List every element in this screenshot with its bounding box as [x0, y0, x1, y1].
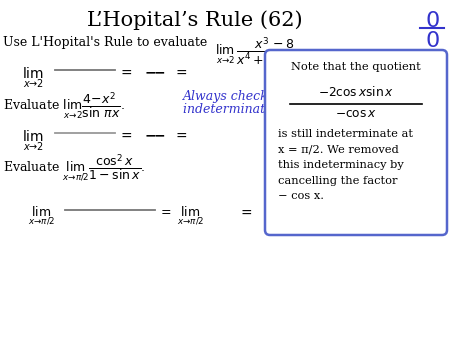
Text: $=\ \lim_{x\to\pi/2}$: $=\ \lim_{x\to\pi/2}$ — [158, 205, 204, 227]
Text: Use L'Hopital's Rule to evaluate: Use L'Hopital's Rule to evaluate — [3, 36, 207, 49]
Text: $=$: $=$ — [238, 205, 253, 219]
Text: indeterminate form.: indeterminate form. — [183, 103, 310, 116]
Text: $\lim_{x\to 2}$: $\lim_{x\to 2}$ — [22, 128, 44, 152]
Text: $=\ \ \mathbf{-\!\!-}\ =$: $=\ \ \mathbf{-\!\!-}\ =$ — [118, 128, 188, 142]
Text: − cos x.: − cos x. — [278, 191, 324, 201]
Text: $0$: $0$ — [425, 10, 439, 32]
Text: cancelling the factor: cancelling the factor — [278, 175, 397, 186]
Text: is still indeterminate at: is still indeterminate at — [278, 129, 413, 139]
Text: $\lim_{x\to\pi/2}$: $\lim_{x\to\pi/2}$ — [28, 205, 55, 227]
Text: Evaluate $\lim_{x\to\pi/2}\dfrac{\cos^2 x}{1-\sin x}.$: Evaluate $\lim_{x\to\pi/2}\dfrac{\cos^2 … — [3, 153, 145, 184]
Text: Evaluate $\lim_{x\to 2}\dfrac{4-x^2}{\sin\,\pi x}.$: Evaluate $\lim_{x\to 2}\dfrac{4-x^2}{\si… — [3, 90, 125, 121]
Text: $-\cos x$: $-\cos x$ — [335, 107, 377, 120]
Text: x = π/2. We removed: x = π/2. We removed — [278, 145, 399, 154]
Text: $=\ \ \mathbf{-\!\!-}\ =$: $=\ \ \mathbf{-\!\!-}\ =$ — [118, 65, 188, 79]
Text: Note that the quotient: Note that the quotient — [291, 62, 421, 72]
FancyBboxPatch shape — [265, 50, 447, 235]
Text: $\lim_{x\to 2}\,\dfrac{x^3-8}{x^4+2x-20}.$: $\lim_{x\to 2}\,\dfrac{x^3-8}{x^4+2x-20}… — [215, 35, 318, 67]
Text: $0$: $0$ — [425, 30, 439, 52]
Text: Always check for: Always check for — [183, 90, 291, 103]
Text: L’Hopital’s Rule (62): L’Hopital’s Rule (62) — [87, 10, 303, 30]
Text: $\lim_{x\to 2}$: $\lim_{x\to 2}$ — [22, 65, 44, 90]
Text: this indeterminacy by: this indeterminacy by — [278, 160, 404, 170]
Text: $-2\cos x\sin x$: $-2\cos x\sin x$ — [318, 85, 394, 99]
